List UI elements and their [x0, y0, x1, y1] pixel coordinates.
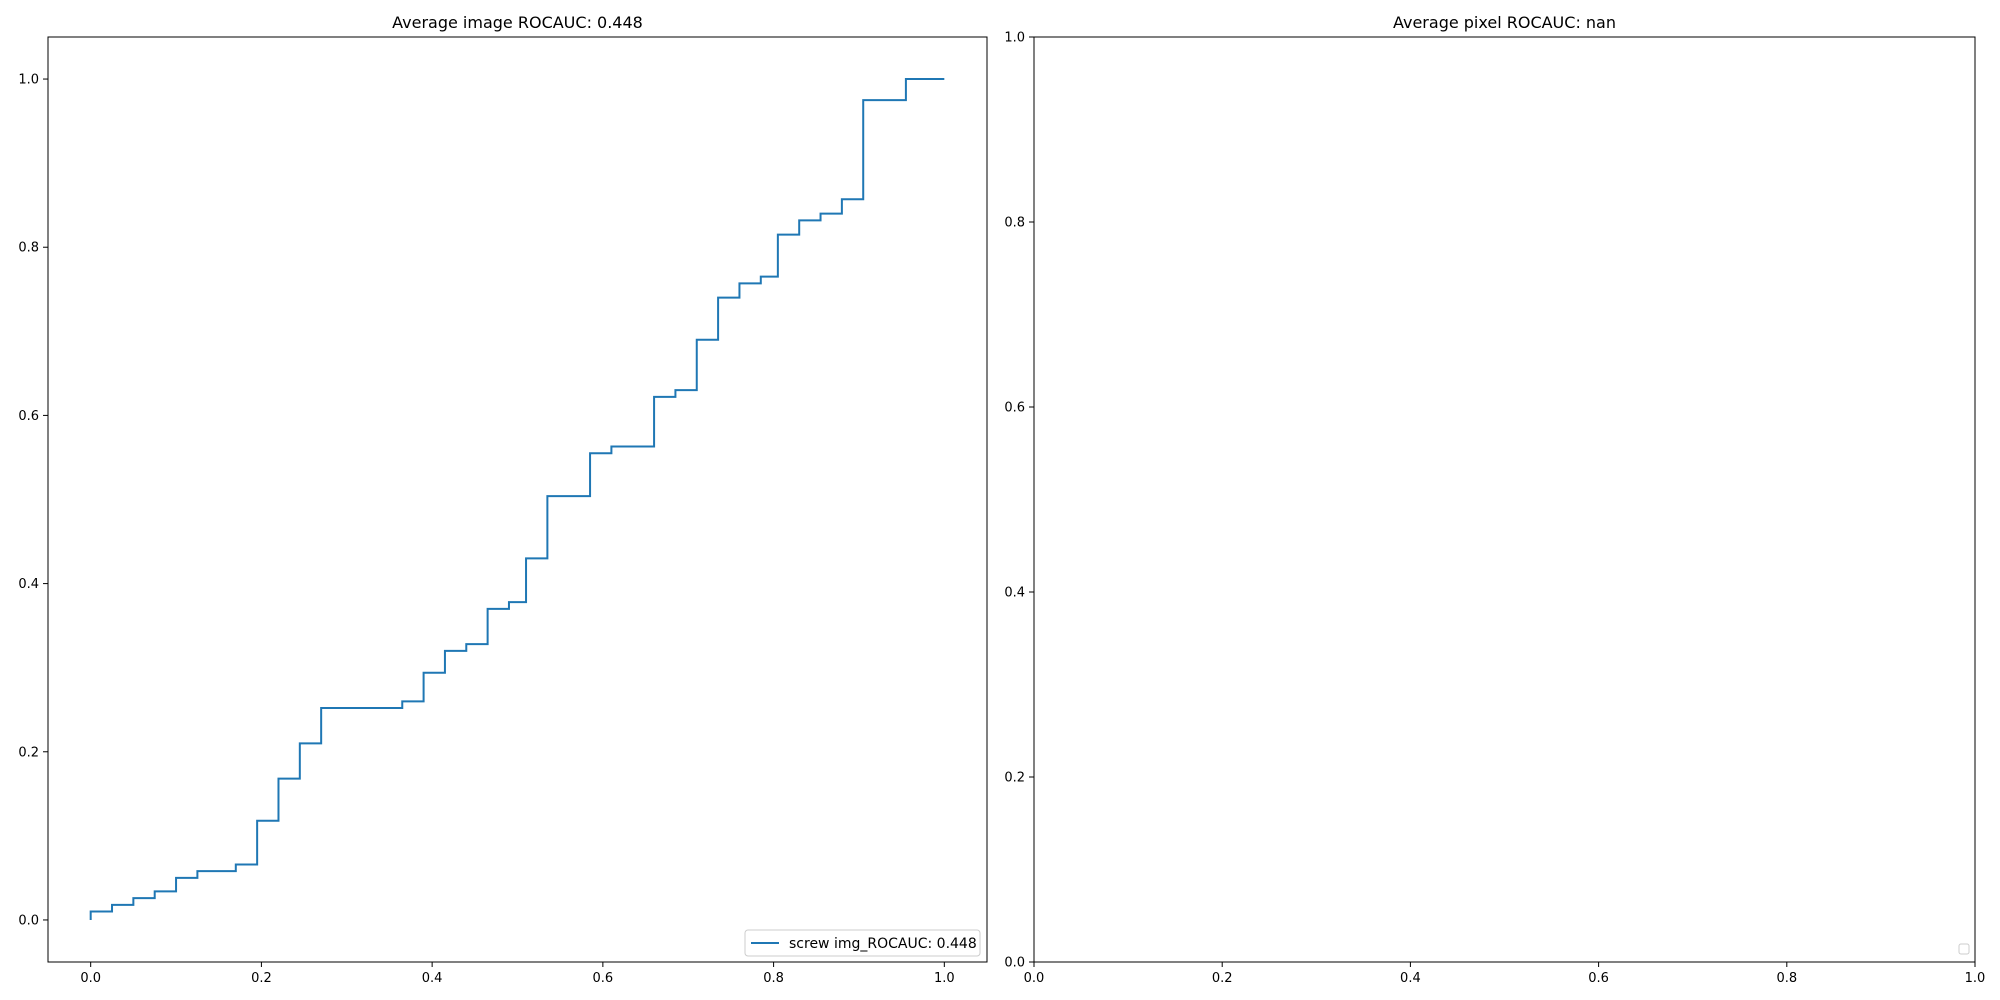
image-rocauc-xtick-label: 0.2 — [251, 971, 272, 986]
pixel-rocauc-ticks: 0.0 0.2 0.4 0.6 0.8 1.0 0.0 0.2 0.4 0.6 0.8 1.0 — [1004, 31, 1985, 987]
image-rocauc-axes-frame — [47, 36, 988, 963]
image-rocauc-legend: screw img_ROCAUC: 0.448 — [744, 929, 981, 957]
pixel-rocauc-ytick-label: 0.4 — [1004, 586, 1025, 601]
image-rocauc-panel: Average image ROCAUC: 0.448 0.0 0.2 0.4 0.6… — [18, 13, 988, 986]
image-rocauc-series — [89, 78, 945, 920]
legend-label: screw img_ROCAUC: 0.448 — [789, 936, 977, 952]
pixel-rocauc-panel: Average pixel ROCAUC: nan 0.0 0.2 0.4 0.6 0.… — [1004, 13, 1985, 986]
legend-box — [744, 929, 981, 957]
image-rocauc-ytick-label: 0.6 — [18, 409, 39, 424]
image-rocauc-xtick-label: 0.0 — [80, 971, 101, 986]
pixel-rocauc-xtick-label: 1.0 — [1965, 971, 1986, 986]
image-rocauc-xtick-label: 0.4 — [422, 971, 443, 986]
empty-legend-box — [1958, 943, 1970, 955]
image-rocauc-ytick-label: 1.0 — [18, 73, 39, 88]
pixel-rocauc-ytick-label: 0.8 — [1004, 216, 1025, 231]
pixel-rocauc-xtick-label: 0.6 — [1588, 971, 1609, 986]
image-rocauc-title: Average image ROCAUC: 0.448 — [392, 13, 643, 32]
image-rocauc-xtick-label: 1.0 — [934, 971, 955, 986]
pixel-rocauc-ytick-label: 0.2 — [1004, 771, 1025, 786]
image-rocauc-xtick-label: 0.6 — [593, 971, 614, 986]
image-rocauc-ytick-label: 0.4 — [18, 577, 39, 592]
image-rocauc-xtick-label: 0.8 — [763, 971, 784, 986]
image-rocauc-ticks: 0.0 0.2 0.4 0.6 0.8 1.0 0.0 0.2 0.4 0.6 0.8 1.0 — [18, 73, 954, 986]
pixel-rocauc-xtick-label: 0.2 — [1212, 971, 1233, 986]
image-rocauc-ytick-label: 0.8 — [18, 241, 39, 256]
pixel-rocauc-xtick-label: 0.8 — [1776, 971, 1797, 986]
image-rocauc-ytick-label: 0.0 — [18, 913, 39, 928]
image-rocauc-ytick-label: 0.2 — [18, 745, 39, 760]
pixel-rocauc-ytick-label: 0.0 — [1004, 956, 1025, 971]
pixel-rocauc-xtick-label: 0.0 — [1024, 971, 1045, 986]
pixel-rocauc-title: Average pixel ROCAUC: nan — [1393, 13, 1616, 32]
pixel-rocauc-xtick-label: 0.4 — [1400, 971, 1421, 986]
image-rocauc-roc-curve — [89, 78, 945, 920]
pixel-rocauc-ytick-label: 0.6 — [1004, 401, 1025, 416]
pixel-rocauc-ytick-label: 1.0 — [1004, 31, 1025, 46]
pixel-rocauc-axes-frame — [1033, 36, 1976, 963]
